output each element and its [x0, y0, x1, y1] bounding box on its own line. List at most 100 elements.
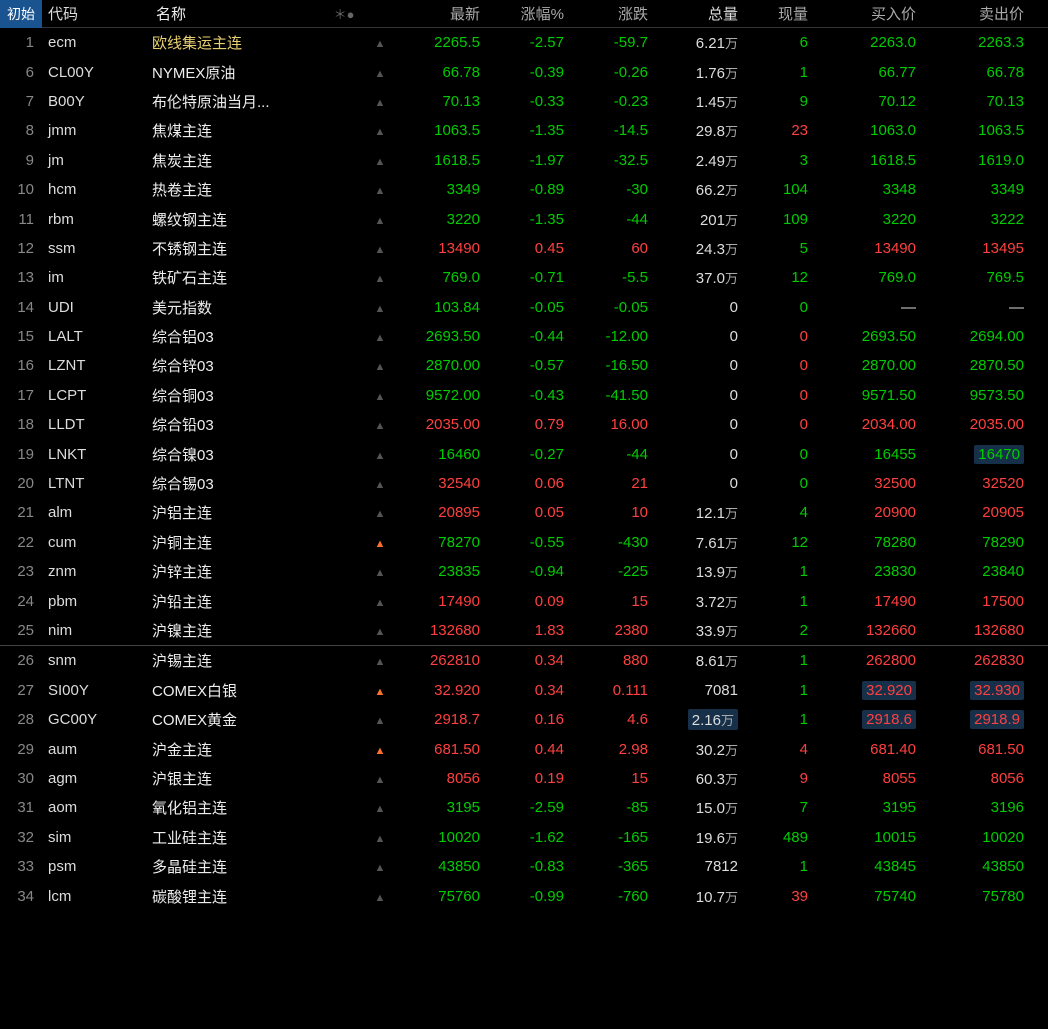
table-row[interactable]: 23znm沪锌主连▲23835-0.94-22513.9万12383023840	[0, 557, 1048, 586]
row-chg: -85	[570, 799, 654, 816]
row-chg: -0.05	[570, 299, 654, 316]
row-index: 18	[0, 416, 42, 433]
row-name: 综合镍03	[152, 444, 320, 465]
bell-icon[interactable]: ▲	[368, 328, 392, 345]
row-name: 综合铅03	[152, 414, 320, 435]
table-row[interactable]: 27SI00YCOMEX白银▲32.9200.340.1117081132.92…	[0, 676, 1048, 705]
bell-icon[interactable]: ▲	[368, 563, 392, 580]
col-header-bid[interactable]: 买入价	[814, 3, 922, 24]
row-code: sim	[42, 829, 152, 846]
bell-icon[interactable]: ▲	[368, 475, 392, 492]
row-chg: 16.00	[570, 416, 654, 433]
bell-icon[interactable]: ▲	[368, 269, 392, 286]
col-header-chg[interactable]: 涨跌	[570, 3, 654, 24]
table-row[interactable]: 15LALT综合铝03▲2693.50-0.44-12.00002693.502…	[0, 322, 1048, 351]
row-bid: 2263.0	[814, 34, 922, 51]
table-row[interactable]: 25nim沪镍主连▲1326801.83238033.9万21326601326…	[0, 616, 1048, 645]
table-row[interactable]: 6CL00YNYMEX原油▲66.78-0.39-0.261.76万166.77…	[0, 57, 1048, 86]
row-chg: -32.5	[570, 152, 654, 169]
row-curvol: 109	[744, 211, 814, 228]
table-row[interactable]: 20LTNT综合锡03▲325400.0621003250032520	[0, 469, 1048, 498]
table-row[interactable]: 34lcm碳酸锂主连▲75760-0.99-76010.7万3975740757…	[0, 881, 1048, 910]
table-row[interactable]: 21alm沪铝主连▲208950.051012.1万42090020905	[0, 498, 1048, 527]
bell-icon[interactable]: ▲	[368, 682, 392, 699]
row-name: 综合锌03	[152, 355, 320, 376]
table-row[interactable]: 22cum沪铜主连▲78270-0.55-4307.61万12782807829…	[0, 528, 1048, 557]
row-code: aom	[42, 799, 152, 816]
bell-icon[interactable]: ▲	[368, 829, 392, 846]
row-bid: 23830	[814, 563, 922, 580]
row-name: 沪铅主连	[152, 591, 320, 612]
table-row[interactable]: 13im铁矿石主连▲769.0-0.71-5.537.0万12769.0769.…	[0, 263, 1048, 292]
bell-icon[interactable]: ▲	[368, 770, 392, 787]
bell-icon[interactable]: ▲	[368, 652, 392, 669]
col-header-marks[interactable]: ＊●	[320, 4, 368, 23]
bell-icon[interactable]: ▲	[368, 34, 392, 51]
table-row[interactable]: 9jm焦炭主连▲1618.5-1.97-32.52.49万31618.51619…	[0, 146, 1048, 175]
bell-icon[interactable]: ▲	[368, 622, 392, 639]
table-row[interactable]: 12ssm不锈钢主连▲134900.456024.3万51349013495	[0, 234, 1048, 263]
col-header-vol[interactable]: 总量	[654, 3, 744, 24]
bell-icon[interactable]: ▲	[368, 446, 392, 463]
row-chg: -165	[570, 829, 654, 846]
table-row[interactable]: 16LZNT综合锌03▲2870.00-0.57-16.50002870.002…	[0, 351, 1048, 380]
table-row[interactable]: 11rbm螺纹钢主连▲3220-1.35-44201万10932203222	[0, 204, 1048, 233]
col-header-last[interactable]: 最新	[392, 3, 486, 24]
bell-icon[interactable]: ▲	[368, 299, 392, 316]
bell-icon[interactable]: ▲	[368, 211, 392, 228]
table-row[interactable]: 14UDI美元指数▲103.84-0.05-0.0500——	[0, 293, 1048, 322]
row-chgpct: -0.94	[486, 563, 570, 580]
col-header-ask[interactable]: 卖出价	[922, 3, 1030, 24]
bell-icon[interactable]: ▲	[368, 387, 392, 404]
bell-icon[interactable]: ▲	[368, 741, 392, 758]
col-header-curvol[interactable]: 现量	[744, 3, 814, 24]
bell-icon[interactable]: ▲	[368, 181, 392, 198]
row-vol: 7.61万	[654, 533, 744, 552]
row-name: 综合铝03	[152, 326, 320, 347]
table-row[interactable]: 31aom氧化铝主连▲3195-2.59-8515.0万731953196	[0, 793, 1048, 822]
row-curvol: 1	[744, 682, 814, 699]
row-index: 27	[0, 682, 42, 699]
table-row[interactable]: 10hcm热卷主连▲3349-0.89-3066.2万10433483349	[0, 175, 1048, 204]
bell-icon[interactable]: ▲	[368, 534, 392, 551]
row-name: 美元指数	[152, 297, 320, 318]
table-row[interactable]: 19LNKT综合镍03▲16460-0.27-44001645516470	[0, 439, 1048, 468]
col-header-chgpct[interactable]: 涨幅%	[486, 3, 570, 24]
bell-icon[interactable]: ▲	[368, 504, 392, 521]
table-row[interactable]: 18LLDT综合铅03▲2035.000.7916.00002034.00203…	[0, 410, 1048, 439]
row-last: 2265.5	[392, 34, 486, 51]
row-name: 热卷主连	[152, 179, 320, 200]
table-row[interactable]: 7B00Y布伦特原油当月...▲70.13-0.33-0.231.45万970.…	[0, 87, 1048, 116]
row-bid: 13490	[814, 240, 922, 257]
bell-icon[interactable]: ▲	[368, 152, 392, 169]
bell-icon[interactable]: ▲	[368, 711, 392, 728]
row-last: 132680	[392, 622, 486, 639]
bell-icon[interactable]: ▲	[368, 593, 392, 610]
bell-icon[interactable]: ▲	[368, 64, 392, 81]
table-row[interactable]: 17LCPT综合铜03▲9572.00-0.43-41.50009571.509…	[0, 381, 1048, 410]
tab-initial[interactable]: 初始	[0, 0, 42, 28]
row-ask: 66.78	[922, 64, 1030, 81]
row-index: 8	[0, 122, 42, 139]
table-row[interactable]: 30agm沪银主连▲80560.191560.3万980558056	[0, 764, 1048, 793]
bell-icon[interactable]: ▲	[368, 93, 392, 110]
table-row[interactable]: 24pbm沪铅主连▲174900.09153.72万11749017500	[0, 586, 1048, 615]
bell-icon[interactable]: ▲	[368, 240, 392, 257]
bell-icon[interactable]: ▲	[368, 122, 392, 139]
table-row[interactable]: 26snm沪锡主连▲2628100.348808.61万126280026283…	[0, 646, 1048, 675]
table-row[interactable]: 29aum沪金主连▲681.500.442.9830.2万4681.40681.…	[0, 734, 1048, 763]
col-header-name[interactable]: 名称	[152, 3, 320, 24]
table-row[interactable]: 1ecm欧线集运主连▲2265.5-2.57-59.76.21万62263.02…	[0, 28, 1048, 57]
col-header-code[interactable]: 代码	[42, 3, 152, 24]
bell-icon[interactable]: ▲	[368, 888, 392, 905]
table-row[interactable]: 32sim工业硅主连▲10020-1.62-16519.6万4891001510…	[0, 823, 1048, 852]
table-row[interactable]: 28GC00YCOMEX黄金▲2918.70.164.62.16万12918.6…	[0, 705, 1048, 734]
table-row[interactable]: 8jmm焦煤主连▲1063.5-1.35-14.529.8万231063.010…	[0, 116, 1048, 145]
table-row[interactable]: 33psm多晶硅主连▲43850-0.83-365781214384543850	[0, 852, 1048, 881]
bell-icon[interactable]: ▲	[368, 357, 392, 374]
row-index: 17	[0, 387, 42, 404]
bell-icon[interactable]: ▲	[368, 799, 392, 816]
bell-icon[interactable]: ▲	[368, 416, 392, 433]
bell-icon[interactable]: ▲	[368, 858, 392, 875]
row-ask: 2870.50	[922, 357, 1030, 374]
